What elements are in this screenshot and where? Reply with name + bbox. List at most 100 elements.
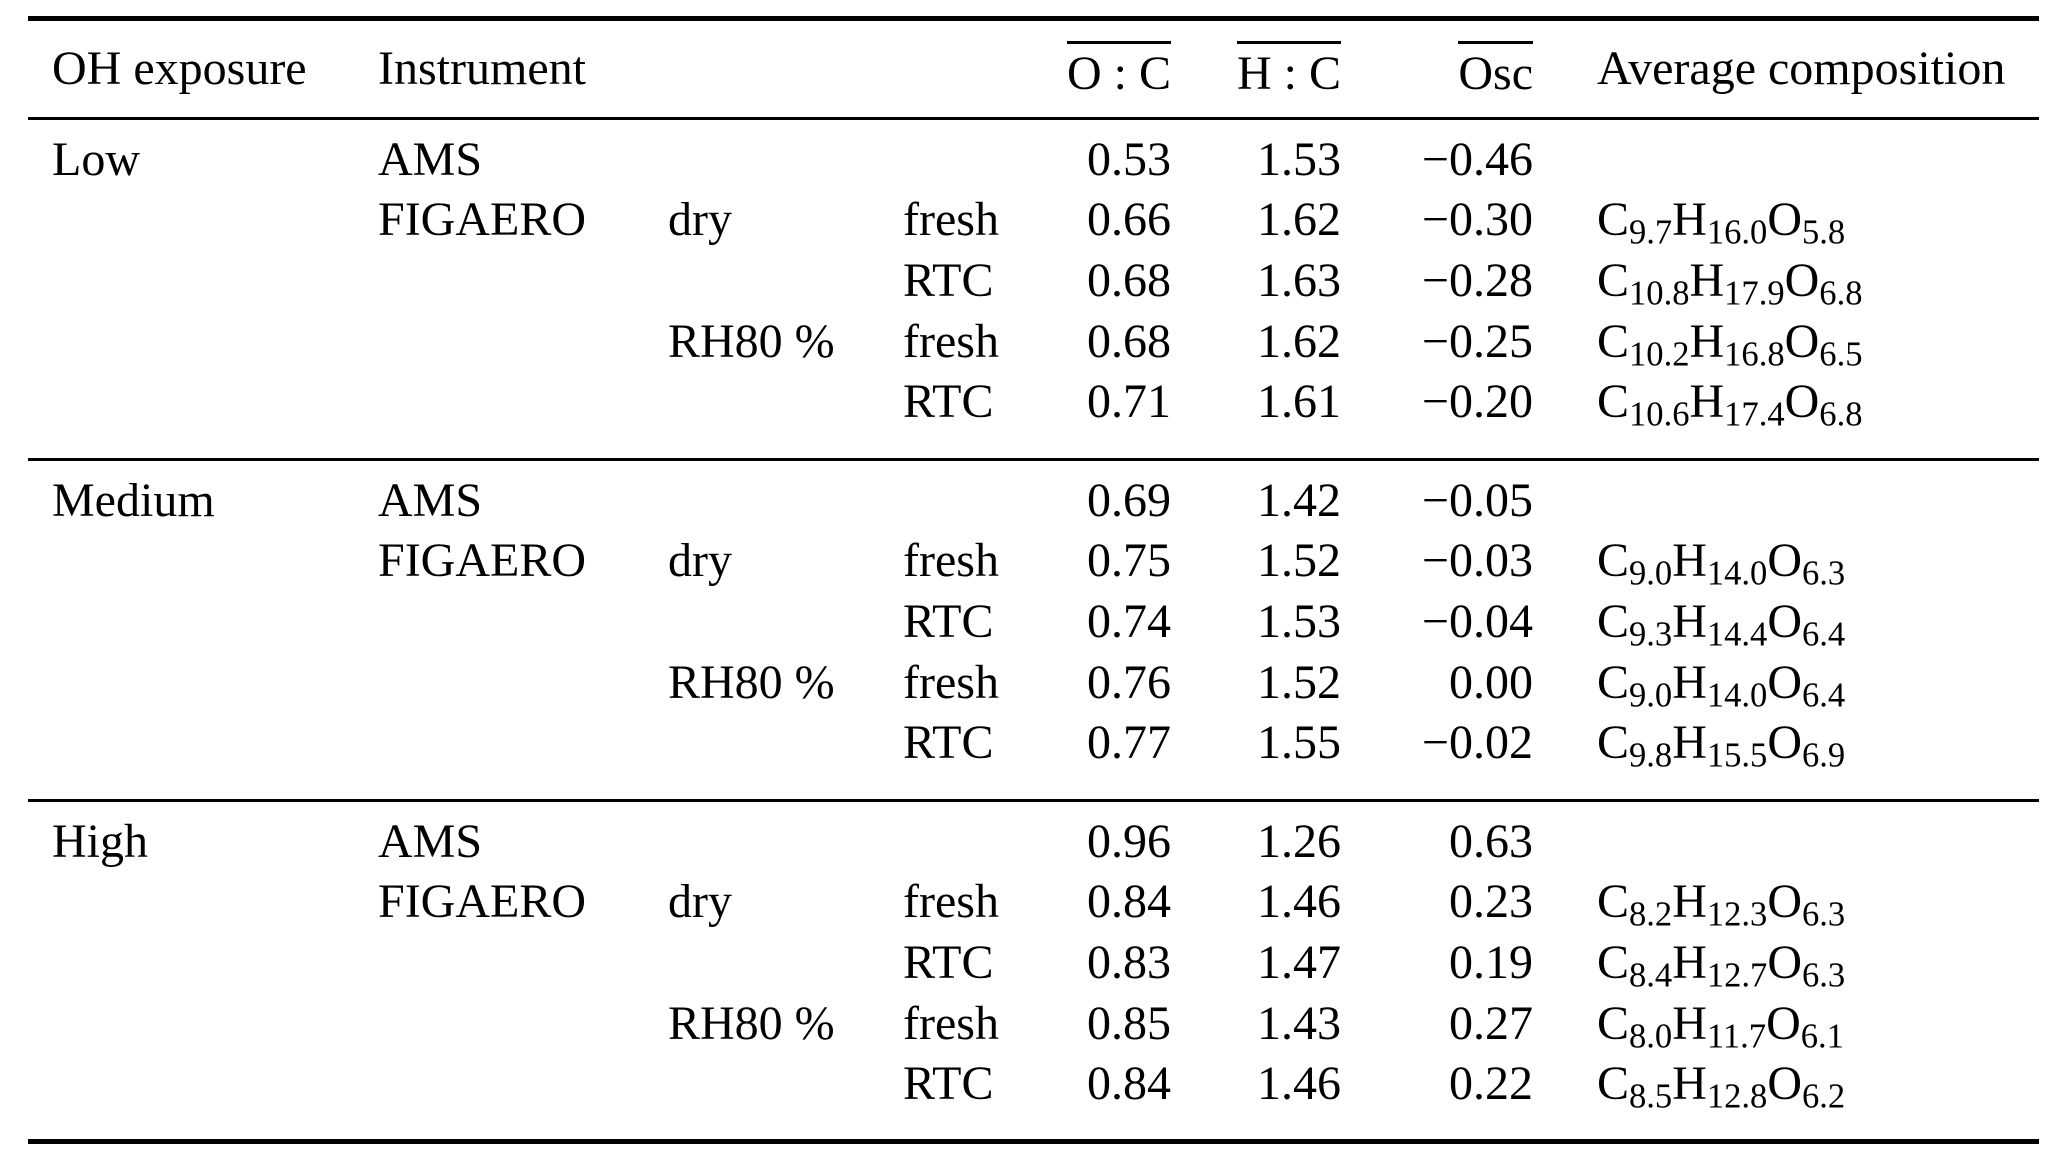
element-symbol: H	[1689, 375, 1725, 429]
element-symbol: C	[1597, 997, 1630, 1050]
cell-instrument: AMS	[378, 814, 483, 868]
cell-oc-value: 0.83	[1087, 936, 1171, 989]
cell-instrument	[378, 592, 668, 653]
cell-state: RTC	[903, 936, 994, 989]
table-row: RTC 0.71 1.61 −0.20 C10.6H17.4O6.8	[28, 373, 2039, 460]
header-oh-exposure: OH exposure	[52, 42, 307, 95]
table-row: RH80 % fresh 0.85 1.43 0.27 C8.0H11.7O6.1	[28, 994, 2039, 1055]
cell-humidity	[668, 1055, 903, 1142]
header-average-composition: Average composition	[1597, 42, 2006, 95]
element-subscript: 12.8	[1706, 1077, 1768, 1116]
element-symbol: H	[1689, 254, 1725, 307]
cell-hc-value: 1.43	[1257, 997, 1341, 1050]
element-subscript: 6.3	[1802, 956, 1846, 995]
element-subscript: 6.3	[1802, 554, 1846, 593]
element-subscript: 12.3	[1706, 895, 1768, 934]
cell-average-composition: C9.0H14.0O6.4	[1533, 653, 2039, 714]
element-symbol: O	[1767, 936, 1803, 989]
element-symbol: H	[1689, 315, 1725, 368]
table-row: FIGAERO dry fresh 0.84 1.46 0.23 C8.2H12.3O6.3	[28, 872, 2039, 933]
element-symbol: H	[1672, 875, 1707, 928]
element-subscript: 8.4	[1629, 956, 1673, 995]
cell-osc-value: 0.19	[1449, 936, 1533, 989]
cell-instrument: FIGAERO	[378, 534, 587, 587]
cell-exposure	[28, 531, 378, 592]
element-subscript: 6.4	[1802, 615, 1846, 654]
cell-humidity	[668, 592, 903, 653]
cell-osc-value: −0.20	[1421, 375, 1533, 429]
cell-average-composition: C10.6H17.4O6.8	[1533, 373, 2039, 460]
element-symbol: C	[1597, 936, 1630, 989]
cell-instrument	[378, 653, 668, 714]
cell-average-composition	[1533, 119, 2039, 190]
cell-hc-value: 1.55	[1257, 716, 1341, 770]
cell-state: RTC	[903, 254, 994, 307]
element-symbol: O	[1767, 595, 1803, 648]
cell-average-composition: C8.0H11.7O6.1	[1533, 994, 2039, 1055]
element-symbol: O	[1767, 656, 1803, 709]
element-subscript: 9.8	[1629, 736, 1673, 775]
cell-average-composition: C8.4H12.7O6.3	[1533, 933, 2039, 994]
cell-exposure	[28, 251, 378, 312]
element-subscript: 9.3	[1629, 615, 1673, 654]
element-subscript: 10.2	[1629, 335, 1690, 374]
cell-osc-value: −0.03	[1421, 534, 1533, 587]
table-body: Low AMS 0.53 1.53 −0.46 FIGAERO dry fresh 0.66 1.…	[28, 119, 2039, 1142]
cell-humidity: RH80 %	[668, 315, 835, 368]
table-row: RTC 0.84 1.46 0.22 C8.5H12.8O6.2	[28, 1055, 2039, 1142]
element-subscript: 9.0	[1629, 554, 1673, 593]
cell-hc-value: 1.47	[1257, 936, 1341, 989]
cell-oc-value: 0.74	[1087, 595, 1171, 648]
cell-state	[903, 801, 1023, 872]
element-subscript: 17.9	[1724, 274, 1785, 313]
table-row: RH80 % fresh 0.76 1.52 0.00 C9.0H14.0O6.4	[28, 653, 2039, 714]
element-subscript: 12.7	[1706, 956, 1768, 995]
cell-humidity: RH80 %	[668, 997, 835, 1050]
cell-oc-value: 0.75	[1087, 534, 1171, 587]
cell-state: fresh	[903, 534, 999, 587]
cell-state: RTC	[903, 375, 994, 429]
cell-oc-value: 0.69	[1087, 473, 1171, 527]
element-symbol: H	[1672, 936, 1707, 989]
cell-oc-value: 0.53	[1087, 132, 1171, 186]
element-symbol: C	[1597, 656, 1630, 709]
header-hc-ratio: H : C	[1171, 19, 1341, 119]
cell-instrument	[378, 933, 668, 994]
cell-exposure	[28, 933, 378, 994]
element-subscript: 5.8	[1802, 213, 1846, 252]
cell-oc-value: 0.71	[1087, 375, 1171, 429]
cell-state: fresh	[903, 315, 999, 368]
table-row: RH80 % fresh 0.68 1.62 −0.25 C10.2H16.8O6.5	[28, 312, 2039, 373]
element-symbol: H	[1672, 595, 1707, 648]
cell-oc-value: 0.66	[1087, 193, 1171, 246]
cell-state: fresh	[903, 656, 999, 709]
cell-exposure	[28, 994, 378, 1055]
cell-hc-value: 1.53	[1257, 132, 1341, 186]
element-symbol: H	[1672, 534, 1707, 587]
cell-average-composition: C10.2H16.8O6.5	[1533, 312, 2039, 373]
element-subscript: 10.8	[1629, 274, 1690, 313]
cell-hc-value: 1.46	[1257, 1056, 1341, 1110]
element-subscript: 10.6	[1629, 395, 1690, 434]
cell-exposure	[28, 312, 378, 373]
cell-hc-value: 1.62	[1257, 193, 1341, 246]
cell-state: fresh	[903, 193, 999, 246]
cell-osc-value: 0.63	[1449, 814, 1533, 868]
cell-osc-value: −0.25	[1421, 315, 1533, 368]
cell-osc-value: −0.28	[1421, 254, 1533, 307]
cell-humidity	[668, 119, 903, 190]
element-symbol: O	[1767, 1056, 1803, 1110]
table-row: High AMS 0.96 1.26 0.63	[28, 800, 2039, 872]
cell-humidity	[668, 460, 903, 531]
header-oc-ratio: O : C	[1023, 19, 1171, 119]
element-symbol: O	[1784, 375, 1820, 429]
element-symbol: C	[1597, 534, 1630, 587]
cell-oc-value: 0.76	[1087, 656, 1171, 709]
element-symbol: H	[1672, 1056, 1707, 1110]
cell-instrument	[378, 373, 668, 460]
cell-osc-value: 0.00	[1449, 656, 1533, 709]
cell-hc-value: 1.26	[1257, 814, 1341, 868]
cell-oc-value: 0.68	[1087, 315, 1171, 368]
cell-oc-value: 0.84	[1087, 1056, 1171, 1110]
cell-exposure	[28, 190, 378, 251]
